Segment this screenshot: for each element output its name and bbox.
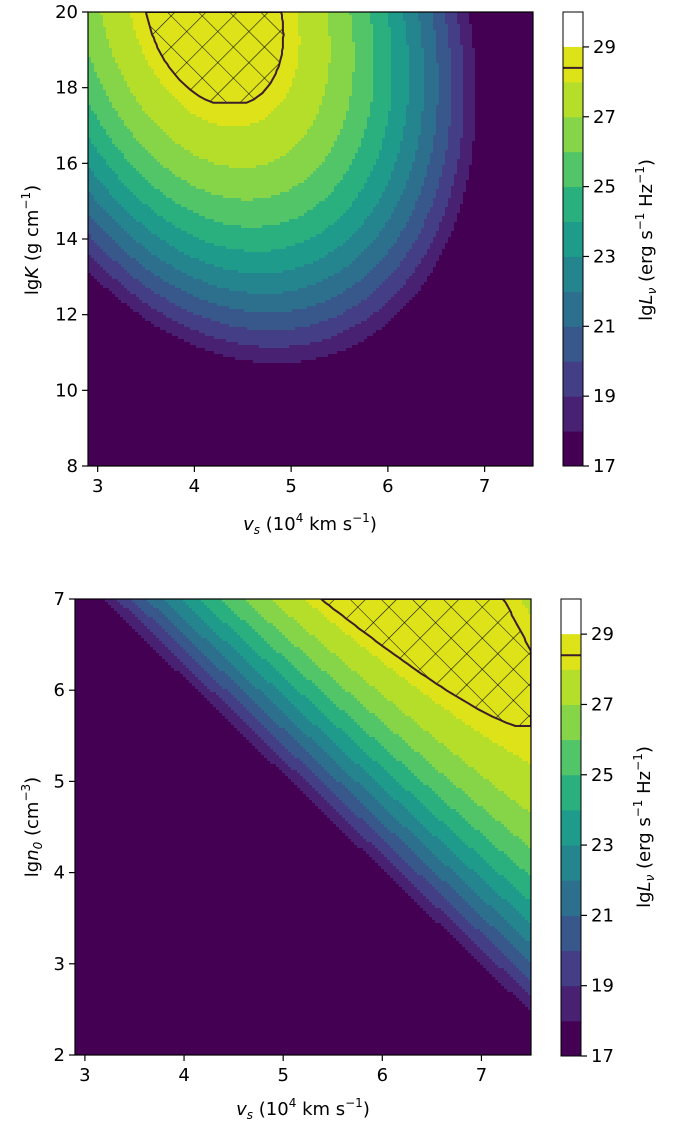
- panel-2-plot-area: [75, 599, 532, 1056]
- colorbar-1-tick-label: 27: [593, 107, 616, 128]
- colorbar-1-cell: [563, 326, 583, 361]
- colorbar-1-cell: [563, 47, 583, 82]
- colorbar-2-cell: [561, 775, 581, 811]
- panel-2-x-tick-label: 7: [476, 1065, 487, 1086]
- panel-1-x-tick-label: 3: [92, 476, 103, 497]
- panel-1-y-tick-label: 12: [55, 305, 78, 326]
- panel-1-x-tick-label: 5: [285, 476, 296, 497]
- colorbar-2-cell: [561, 1021, 581, 1057]
- panel-1-y-tick-label: 18: [55, 78, 78, 99]
- colorbar-2-cell: [561, 951, 581, 987]
- colorbar-1-cell: [563, 152, 583, 187]
- colorbar-1-cell: [563, 187, 583, 222]
- colorbar-1-tick-label: 19: [593, 386, 616, 407]
- panel-1-x-tick-label: 7: [479, 476, 490, 497]
- panel-2-x-tick-label: 5: [277, 1065, 288, 1086]
- colorbar-2-cell: [561, 669, 581, 705]
- colorbar-2-tick-label: 17: [591, 1046, 614, 1067]
- panel-2-y-axis-label: lgn0 (cm−3): [19, 777, 45, 877]
- panel-2-y-tick-label: 6: [54, 680, 65, 701]
- colorbar-2: 17 19 21 23 25 27 29 lgLν (erg s−1 Hz−1): [561, 599, 657, 1067]
- panel-1-y-tick-label: 14: [55, 229, 78, 250]
- colorbar-1-cell: [563, 431, 583, 466]
- colorbar-1-ticks: 17 19 21 23 25 27 29: [583, 37, 616, 477]
- colorbar-2-cell: [561, 880, 581, 916]
- panel-1: 3 4 5 6 7 8 10 12 14 16 18 20 vs (104 km s−1) lgK (…: [19, 2, 536, 537]
- colorbar-2-cell: [561, 704, 581, 740]
- colorbar-1-tick-label: 21: [593, 316, 616, 337]
- panel-1-y-tick-label: 10: [55, 380, 78, 401]
- colorbar-2-tick-label: 29: [591, 624, 614, 645]
- colorbar-2-cell: [561, 634, 581, 670]
- panel-1-plot-area: [88, 12, 536, 469]
- panel-2-y-tick-label: 5: [54, 771, 65, 792]
- colorbar-1-tick-label: 29: [593, 37, 616, 58]
- colorbar-1-cell: [563, 361, 583, 396]
- panel-2-x-axis-label: vs (104 km s−1): [236, 1096, 370, 1122]
- panel-2-x-tick-label: 3: [79, 1065, 90, 1086]
- colorbar-1-cell: [563, 82, 583, 117]
- colorbar-1-cell: [563, 117, 583, 152]
- panel-2-y-tick-label: 3: [54, 954, 65, 975]
- colorbar-1-cell: [563, 291, 583, 326]
- colorbar-2-tick-label: 21: [591, 905, 614, 926]
- colorbar-1-cell: [563, 396, 583, 431]
- panel-1-y-axis-label: lgK (g cm−1): [19, 185, 43, 295]
- colorbar-1-tick-label: 17: [593, 456, 616, 477]
- colorbar-1-cells: [563, 47, 583, 467]
- panel-1-contour-fill: [88, 12, 536, 469]
- panel-1-x-tick-label: 4: [189, 476, 200, 497]
- colorbar-2-tick-label: 25: [591, 765, 614, 786]
- colorbar-2-cell: [561, 810, 581, 846]
- colorbar-2-label: lgLν (erg s−1 Hz−1): [631, 746, 657, 908]
- panel-2-y-tick-label: 2: [54, 1045, 65, 1066]
- colorbar-2-tick-label: 19: [591, 976, 614, 997]
- panel-1-y-tick-label: 8: [67, 456, 78, 477]
- panel-2-x-tick-label: 4: [178, 1065, 189, 1086]
- panel-1-x-axis-label: vs (104 km s−1): [243, 511, 377, 537]
- colorbar-2-cells: [561, 634, 581, 1056]
- colorbar-2-cell: [561, 740, 581, 776]
- colorbar-2-ticks: 17 19 21 23 25 27 29: [581, 624, 614, 1067]
- panel-2-y-tick-label: 4: [54, 863, 65, 884]
- colorbar-1-cell: [563, 256, 583, 291]
- colorbar-1-cell: [563, 222, 583, 257]
- colorbar-1-label: lgLν (erg s−1 Hz−1): [633, 159, 659, 321]
- panel-1-y-tick-label: 16: [55, 153, 78, 174]
- panel-1-x-tick-label: 6: [382, 476, 393, 497]
- colorbar-1-tick-label: 23: [593, 246, 616, 267]
- colorbar-1-tick-label: 25: [593, 177, 616, 198]
- colorbar-2-tick-label: 27: [591, 694, 614, 715]
- colorbar-2-cell: [561, 915, 581, 951]
- colorbar-1: 17 19 21 23 25 27 29 lgLν (erg s−1 Hz−1): [563, 12, 659, 477]
- panel-2-x-tick-label: 6: [377, 1065, 388, 1086]
- panel-1-y-tick-label: 20: [55, 2, 78, 23]
- colorbar-2-tick-label: 23: [591, 835, 614, 856]
- panel-2-y-tick-label: 7: [54, 589, 65, 610]
- colorbar-2-cell: [561, 845, 581, 881]
- colorbar-2-cell: [561, 986, 581, 1022]
